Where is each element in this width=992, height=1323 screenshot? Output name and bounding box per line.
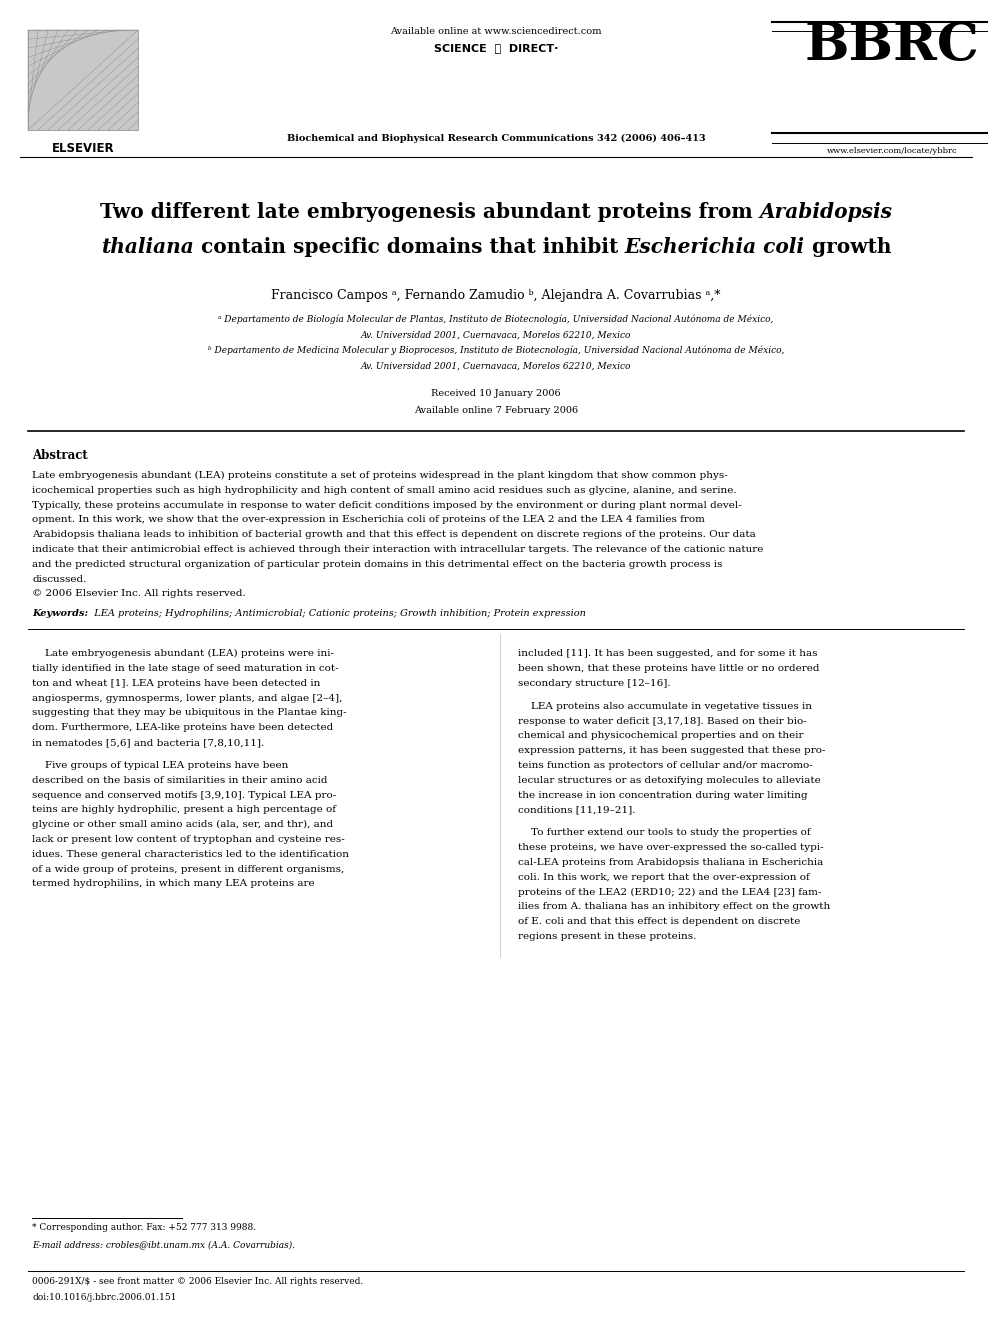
Text: Late embryogenesis abundant (LEA) proteins constitute a set of proteins widespre: Late embryogenesis abundant (LEA) protei… [32,471,728,480]
Text: ton and wheat [1]. LEA proteins have been detected in: ton and wheat [1]. LEA proteins have bee… [32,679,320,688]
Text: and the predicted structural organization of particular protein domains in this : and the predicted structural organizatio… [32,560,722,569]
Text: Keywords:: Keywords: [32,609,88,618]
Text: glycine or other small amino acids (ala, ser, and thr), and: glycine or other small amino acids (ala,… [32,820,333,830]
Text: tially identified in the late stage of seed maturation in cot-: tially identified in the late stage of s… [32,664,338,673]
Text: conditions [11,19–21].: conditions [11,19–21]. [518,806,635,815]
Text: Received 10 January 2006: Received 10 January 2006 [432,389,560,398]
Text: of a wide group of proteins, present in different organisms,: of a wide group of proteins, present in … [32,864,344,873]
Text: lecular structures or as detoxifying molecules to alleviate: lecular structures or as detoxifying mol… [518,775,820,785]
Text: described on the basis of similarities in their amino acid: described on the basis of similarities i… [32,775,327,785]
Text: included [11]. It has been suggested, and for some it has: included [11]. It has been suggested, an… [518,650,817,659]
Text: Av. Universidad 2001, Cuernavaca, Morelos 62210, Mexico: Av. Universidad 2001, Cuernavaca, Morelo… [361,361,631,370]
Text: doi:10.1016/j.bbrc.2006.01.151: doi:10.1016/j.bbrc.2006.01.151 [32,1293,177,1302]
Text: www.elsevier.com/locate/ybbrc: www.elsevier.com/locate/ybbrc [826,147,957,155]
Text: Late embryogenesis abundant (LEA) proteins were ini-: Late embryogenesis abundant (LEA) protei… [32,650,334,659]
Text: Two different late embryogenesis abundant proteins from: Two different late embryogenesis abundan… [99,202,759,222]
Text: ᵃ Departamento de Biología Molecular de Plantas, Instituto de Biotecnología, Uni: ᵃ Departamento de Biología Molecular de … [218,315,774,324]
Text: BBRC: BBRC [805,20,979,71]
Text: teins are highly hydrophilic, present a high percentage of: teins are highly hydrophilic, present a … [32,806,336,815]
Text: ilies from A. thaliana has an inhibitory effect on the growth: ilies from A. thaliana has an inhibitory… [518,902,829,912]
Text: E-mail address: crobles@ibt.unam.mx (A.A. Covarrubias).: E-mail address: crobles@ibt.unam.mx (A.A… [32,1240,296,1249]
Text: Typically, these proteins accumulate in response to water deficit conditions imp: Typically, these proteins accumulate in … [32,500,742,509]
Text: chemical and physicochemical properties and on their: chemical and physicochemical properties … [518,732,803,741]
Text: discussed.: discussed. [32,574,86,583]
Text: ᵇ Departamento de Medicina Molecular y Bioprocesos, Instituto de Biotecnología, : ᵇ Departamento de Medicina Molecular y B… [207,347,785,356]
Text: lack or present low content of tryptophan and cysteine res-: lack or present low content of tryptopha… [32,835,345,844]
Text: response to water deficit [3,17,18]. Based on their bio-: response to water deficit [3,17,18]. Bas… [518,717,806,725]
Text: these proteins, we have over-expressed the so-called typi-: these proteins, we have over-expressed t… [518,843,823,852]
Text: expression patterns, it has been suggested that these pro-: expression patterns, it has been suggest… [518,746,825,755]
Text: been shown, that these proteins have little or no ordered: been shown, that these proteins have lit… [518,664,819,673]
Text: LEA proteins also accumulate in vegetative tissues in: LEA proteins also accumulate in vegetati… [518,701,811,710]
Text: in nematodes [5,6] and bacteria [7,8,10,11].: in nematodes [5,6] and bacteria [7,8,10,… [32,738,264,747]
Text: Available online 7 February 2006: Available online 7 February 2006 [414,406,578,415]
Text: Francisco Campos ᵃ, Fernando Zamudio ᵇ, Alejandra A. Covarrubias ᵃ,*: Francisco Campos ᵃ, Fernando Zamudio ᵇ, … [271,288,721,302]
Text: proteins of the LEA2 (ERD10; 22) and the LEA4 [23] fam-: proteins of the LEA2 (ERD10; 22) and the… [518,888,820,897]
Text: * Corresponding author. Fax: +52 777 313 9988.: * Corresponding author. Fax: +52 777 313… [32,1222,256,1232]
Text: Biochemical and Biophysical Research Communications 342 (2006) 406–413: Biochemical and Biophysical Research Com… [287,134,705,143]
Text: Available online at www.sciencedirect.com: Available online at www.sciencedirect.co… [390,26,602,36]
Text: idues. These general characteristics led to the identification: idues. These general characteristics led… [32,849,349,859]
Text: cal-LEA proteins from Arabidopsis thaliana in Escherichia: cal-LEA proteins from Arabidopsis thalia… [518,857,822,867]
Text: indicate that their antimicrobial effect is achieved through their interaction w: indicate that their antimicrobial effect… [32,545,764,554]
Text: growth: growth [805,237,891,257]
Text: thaliana: thaliana [101,237,193,257]
Text: SCIENCE  ⓓ  DIRECT·: SCIENCE ⓓ DIRECT· [434,44,558,53]
Text: opment. In this work, we show that the over-expression in Escherichia coli of pr: opment. In this work, we show that the o… [32,516,705,524]
Text: suggesting that they may be ubiquitous in the Plantae king-: suggesting that they may be ubiquitous i… [32,708,346,717]
Text: © 2006 Elsevier Inc. All rights reserved.: © 2006 Elsevier Inc. All rights reserved… [32,590,246,598]
Text: the increase in ion concentration during water limiting: the increase in ion concentration during… [518,791,807,799]
Text: teins function as protectors of cellular and/or macromo-: teins function as protectors of cellular… [518,761,812,770]
Text: Arabidopsis thaliana leads to inhibition of bacterial growth and that this effec: Arabidopsis thaliana leads to inhibition… [32,531,756,540]
Text: To further extend our tools to study the properties of: To further extend our tools to study the… [518,828,810,837]
Text: termed hydrophilins, in which many LEA proteins are: termed hydrophilins, in which many LEA p… [32,880,314,888]
Text: of E. coli and that this effect is dependent on discrete: of E. coli and that this effect is depen… [518,917,800,926]
Text: angiosperms, gymnosperms, lower plants, and algae [2–4],: angiosperms, gymnosperms, lower plants, … [32,693,342,703]
Text: Av. Universidad 2001, Cuernavaca, Morelos 62210, Mexico: Av. Universidad 2001, Cuernavaca, Morelo… [361,331,631,340]
Text: Escherichia coli: Escherichia coli [625,237,805,257]
Text: coli. In this work, we report that the over-expression of: coli. In this work, we report that the o… [518,873,809,881]
Text: 0006-291X/$ - see front matter © 2006 Elsevier Inc. All rights reserved.: 0006-291X/$ - see front matter © 2006 El… [32,1277,363,1286]
Text: Abstract: Abstract [32,448,87,462]
Text: secondary structure [12–16].: secondary structure [12–16]. [518,679,671,688]
Text: icochemical properties such as high hydrophilicity and high content of small ami: icochemical properties such as high hydr… [32,486,737,495]
Text: Arabidopsis: Arabidopsis [759,202,893,222]
Text: contain specific domains that inhibit: contain specific domains that inhibit [193,237,625,257]
Text: Five groups of typical LEA proteins have been: Five groups of typical LEA proteins have… [32,761,289,770]
Text: regions present in these proteins.: regions present in these proteins. [518,931,695,941]
Text: sequence and conserved motifs [3,9,10]. Typical LEA pro-: sequence and conserved motifs [3,9,10]. … [32,791,336,799]
Text: LEA proteins; Hydrophilins; Antimicrobial; Cationic proteins; Growth inhibition;: LEA proteins; Hydrophilins; Antimicrobia… [88,609,586,618]
Text: dom. Furthermore, LEA-like proteins have been detected: dom. Furthermore, LEA-like proteins have… [32,724,333,732]
Text: ELSEVIER: ELSEVIER [52,142,114,155]
Bar [28,30,138,130]
